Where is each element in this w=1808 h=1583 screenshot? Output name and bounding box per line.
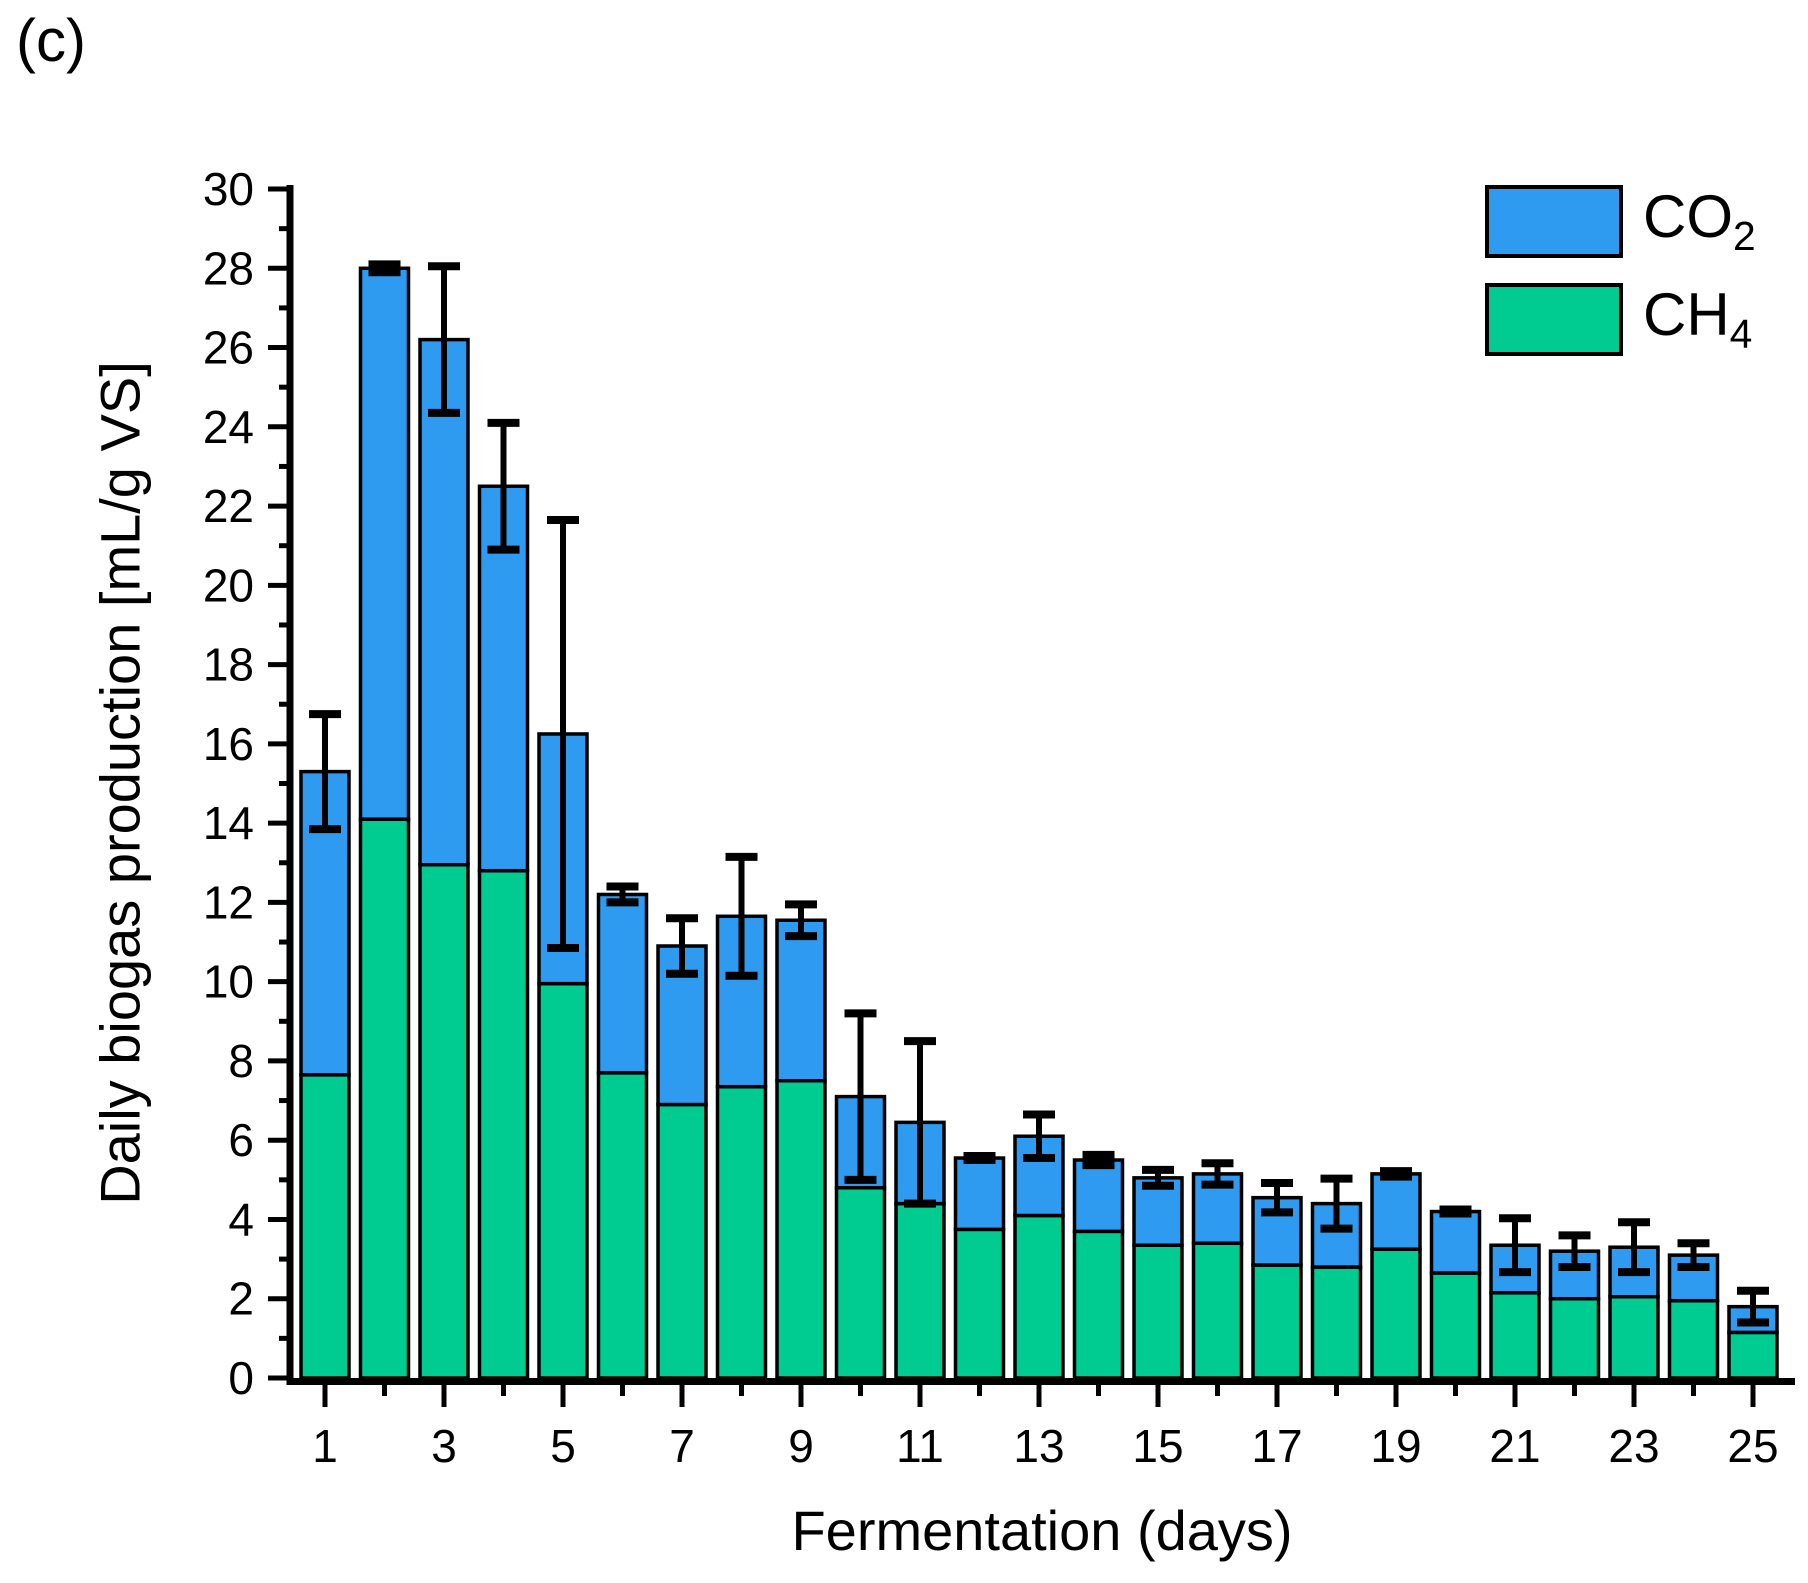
legend: CO2 CH4: [1485, 185, 1756, 356]
x-tick-label-7: 7: [669, 1420, 695, 1472]
y-tick-label-30: 30: [203, 163, 254, 215]
bar-ch4-day-1: [299, 1073, 351, 1380]
bar-ch4-day-2: [358, 817, 411, 1380]
bar-ch4-day-10: [834, 1186, 887, 1380]
x-tick-label-9: 9: [788, 1420, 814, 1472]
bar-ch4-day-25: [1727, 1330, 1779, 1380]
x-tick-label-5: 5: [550, 1420, 576, 1472]
y-tick-label-0: 0: [228, 1352, 254, 1404]
y-tick-label-26: 26: [203, 322, 254, 374]
bar-ch4-day-5: [537, 981, 589, 1380]
bar-ch4-day-13: [1013, 1213, 1065, 1380]
bar-co2-day-6: [596, 892, 649, 1075]
x-tick-label-21: 21: [1489, 1420, 1540, 1472]
figure-label: (c): [16, 7, 86, 74]
y-tick-label-16: 16: [203, 718, 254, 770]
y-tick-label-28: 28: [203, 242, 254, 294]
y-tick-label-18: 18: [203, 639, 254, 691]
y-tick-label-6: 6: [228, 1114, 254, 1166]
legend-item-ch4: CH4: [1485, 283, 1756, 356]
bar-co2-day-9: [775, 918, 827, 1083]
x-tick-label-17: 17: [1251, 1420, 1302, 1472]
x-tick-label-3: 3: [431, 1420, 457, 1472]
y-axis-title: Daily biogas production [mL/g VS]: [88, 361, 152, 1205]
bar-ch4-day-7: [656, 1102, 708, 1380]
x-tick-label-11: 11: [896, 1420, 944, 1472]
bar-ch4-day-19: [1370, 1247, 1422, 1380]
bar-co2-day-2: [358, 266, 411, 821]
bar-ch4-day-4: [477, 868, 530, 1380]
x-tick-label-25: 25: [1727, 1420, 1778, 1472]
legend-label-co2: CO2: [1643, 182, 1756, 259]
y-tick-label-8: 8: [228, 1035, 254, 1087]
y-tick-label-22: 22: [203, 480, 254, 532]
bar-ch4-day-6: [596, 1071, 649, 1380]
bar-ch4-day-14: [1072, 1229, 1125, 1380]
x-tick-label-1: 1: [312, 1420, 338, 1472]
x-tick-label-15: 15: [1132, 1420, 1183, 1472]
legend-label-ch4: CH4: [1643, 280, 1753, 357]
ch4-swatch: [1485, 283, 1623, 356]
x-tick-label-13: 13: [1013, 1420, 1064, 1472]
legend-item-co2: CO2: [1485, 185, 1756, 258]
bar-co2-day-3: [418, 337, 470, 867]
bar-ch4-day-24: [1667, 1298, 1720, 1380]
bar-co2-day-12: [953, 1156, 1006, 1232]
y-tick-label-24: 24: [203, 401, 254, 453]
bar-ch4-day-15: [1132, 1243, 1184, 1380]
bar-ch4-day-18: [1310, 1265, 1363, 1380]
bar-ch4-day-9: [775, 1079, 827, 1380]
bar-ch4-day-17: [1251, 1263, 1303, 1380]
bar-ch4-day-21: [1489, 1291, 1541, 1380]
y-tick-label-10: 10: [203, 956, 254, 1008]
x-tick-label-19: 19: [1370, 1420, 1421, 1472]
bar-co2-day-14: [1072, 1158, 1125, 1234]
y-tick-label-14: 14: [203, 797, 254, 849]
bar-co2-day-20: [1429, 1209, 1482, 1275]
bar-ch4-day-23: [1608, 1295, 1660, 1380]
bar-ch4-day-3: [418, 863, 470, 1380]
bar-ch4-day-22: [1548, 1296, 1601, 1380]
bar-co2-day-19: [1370, 1172, 1422, 1251]
y-tick-label-2: 2: [228, 1273, 254, 1325]
co2-swatch: [1485, 185, 1623, 258]
x-tick-label-23: 23: [1608, 1420, 1659, 1472]
bar-ch4-day-11: [894, 1201, 946, 1380]
bar-ch4-day-8: [715, 1084, 768, 1380]
x-axis-title: Fermentation (days): [791, 1499, 1293, 1562]
bar-ch4-day-16: [1191, 1241, 1244, 1380]
bar-ch4-day-20: [1429, 1271, 1482, 1380]
y-tick-label-20: 20: [203, 559, 254, 611]
y-tick-label-4: 4: [228, 1193, 254, 1245]
bar-ch4-day-12: [953, 1227, 1006, 1380]
y-tick-label-12: 12: [203, 876, 254, 928]
